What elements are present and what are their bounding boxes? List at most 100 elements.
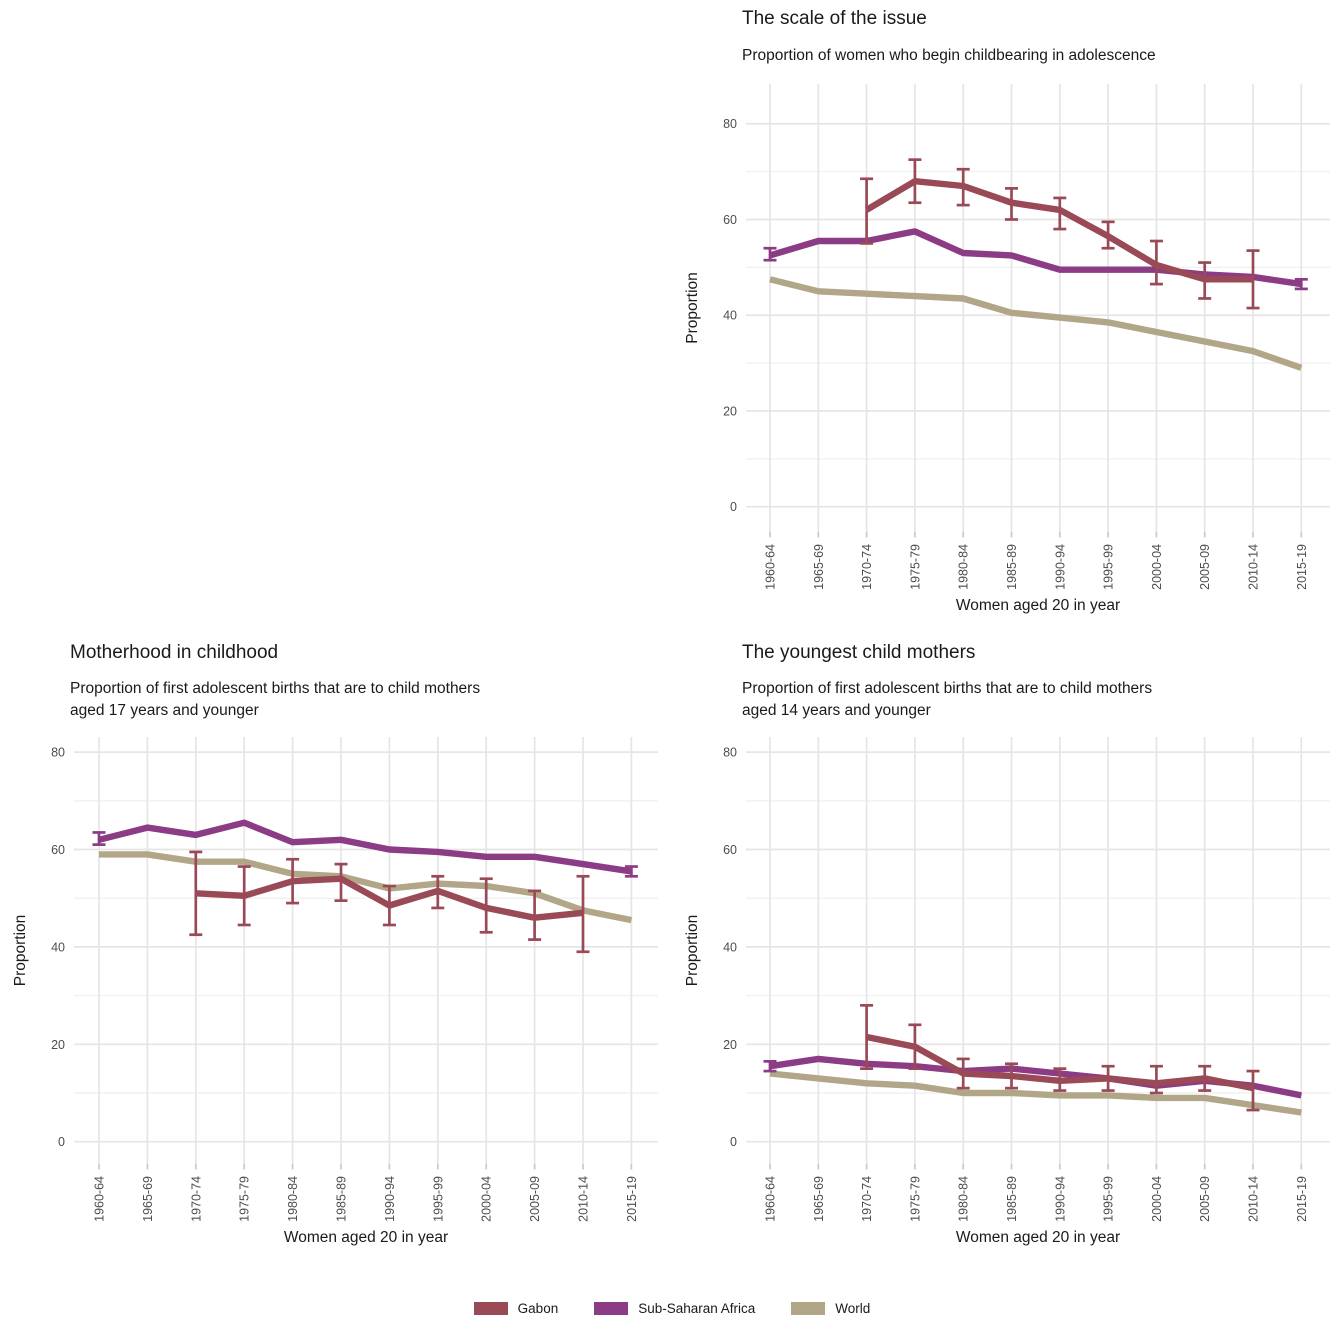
gabon-error-bar [1053, 196, 1067, 231]
chart-title: The youngest child mothers [742, 642, 976, 663]
sub-saharan-africa-error-bar [624, 865, 638, 878]
gabon-error-bar [382, 884, 396, 927]
x-axis-title: Women aged 20 in year [956, 1229, 1120, 1246]
motherhood-in-childhood-plot: 0 20 40 60 80 1960-64 1965-69 1970-74 1975-79 198… [12, 737, 658, 1246]
chart-subtitle: Proportion of women who begin childbeari… [742, 47, 1156, 64]
chart-scale-of-the-issue: The scale of the issue Proportion of wom… [680, 0, 1344, 640]
x-tick-label: 1985-89 [1005, 1176, 1019, 1222]
y-tick-label: 20 [51, 1038, 65, 1052]
gabon-error-bar [1246, 249, 1260, 310]
gabon-error-bar [860, 177, 874, 245]
x-tick-label: 1960-64 [93, 1176, 107, 1222]
gabon-error-bar [334, 862, 348, 902]
x-tick-label: 2000-04 [1150, 1176, 1164, 1222]
x-tick-label: 2015-19 [1295, 544, 1309, 590]
gabon-error-bar [189, 850, 203, 937]
gabon-error-bar [479, 877, 493, 934]
scale-of-the-issue-plot: 0 20 40 60 80 1960-64 1965-69 1970-74 1975-79 198… [684, 84, 1330, 614]
legend-item-gabon: Gabon [473, 1300, 559, 1316]
sub-saharan-africa-error-bar [763, 246, 777, 262]
sub-saharan-africa-line [769, 228, 1302, 288]
gabon-error-bar [1149, 1064, 1163, 1095]
gabon-error-bar [860, 1003, 874, 1070]
gabon-error-bar [1246, 1069, 1260, 1112]
legend-label: Sub-Saharan Africa [638, 1300, 756, 1316]
y-tick-label: 40 [51, 940, 65, 954]
world-line [99, 851, 633, 924]
chart-subtitle-line-2: aged 14 years and younger [742, 702, 931, 719]
gabon-error-bar [1053, 1067, 1067, 1092]
gabon-error-bar [286, 857, 300, 905]
x-tick-label: 1980-84 [286, 1176, 300, 1222]
legend-item-sub-saharan-africa: Sub-Saharan Africa [594, 1301, 755, 1316]
x-tick-label: 1970-74 [189, 1176, 203, 1222]
sub-saharan-africa-error-bar [763, 1059, 777, 1073]
gabon-error-bar [1005, 1062, 1018, 1090]
y-tick-label: 40 [723, 309, 737, 323]
x-axis-title: Women aged 20 in year [956, 597, 1120, 614]
gabon-error-bar [1198, 261, 1212, 300]
x-tick-label: 1975-79 [908, 544, 922, 590]
y-axis-title: Proportion [684, 272, 701, 344]
gabon-error-bar [1005, 187, 1018, 221]
x-tick-label: 1960-64 [764, 544, 778, 590]
gabon-error-bar [528, 889, 542, 941]
x-tick-label: 1975-79 [238, 1176, 252, 1222]
x-tick-label: 2010-14 [577, 1176, 591, 1222]
x-tick-label: 2000-04 [1150, 544, 1164, 590]
legend-item-world: World [791, 1301, 870, 1316]
x-tick-label: 2015-19 [1295, 1176, 1309, 1222]
x-tick-label: 1980-84 [957, 1176, 971, 1222]
x-tick-label: 1985-89 [1005, 544, 1019, 590]
y-tick-label: 40 [723, 940, 737, 954]
gabon-error-bar [908, 1023, 922, 1070]
x-tick-label: 1965-69 [141, 1176, 155, 1222]
x-tick-label: 2010-14 [1247, 544, 1261, 590]
gabon-error-bar [1101, 220, 1115, 250]
chart-title: Motherhood in childhood [70, 642, 279, 663]
legend-swatch-sub-saharan-africa [594, 1301, 629, 1315]
gabon-error-bar [431, 874, 445, 910]
sub-saharan-africa-error-bar [92, 831, 106, 846]
y-tick-label: 80 [723, 746, 737, 760]
chart-subtitle-line-1: Proportion of first adolescent births th… [70, 680, 481, 697]
sub-saharan-africa-line [98, 819, 632, 875]
sub-saharan-africa-error-bar [1294, 277, 1308, 291]
x-tick-label: 1970-74 [860, 1176, 874, 1222]
gabon-error-bar [237, 865, 251, 927]
x-tick-label: 2010-14 [1247, 1176, 1261, 1222]
gabon-error-bar [1101, 1064, 1115, 1092]
y-tick-label: 0 [730, 500, 737, 514]
legend-label: World [835, 1300, 871, 1316]
y-tick-label: 80 [723, 117, 737, 131]
gabon-error-bar [1149, 239, 1163, 286]
x-tick-label: 1980-84 [957, 544, 971, 590]
y-tick-label: 60 [723, 843, 737, 857]
gabon-error-bar [1198, 1064, 1212, 1092]
youngest-child-mothers-plot: 0 20 40 60 80 1960-64 1965-69 1970-74 1975-79 198… [684, 737, 1330, 1246]
y-axis-title: Proportion [684, 915, 701, 987]
chart-motherhood-in-childhood: Motherhood in childhood Proportion of fi… [0, 636, 680, 1284]
x-tick-label: 2000-04 [480, 1176, 494, 1222]
world-line [769, 1070, 1302, 1116]
legend-label: Gabon [517, 1300, 559, 1316]
x-tick-label: 1995-99 [1102, 1176, 1116, 1222]
x-tick-label: 2005-09 [1198, 544, 1212, 590]
y-axis-title: Proportion [12, 915, 29, 987]
x-tick-label: 1990-94 [1053, 1176, 1067, 1222]
y-tick-label: 80 [51, 746, 65, 760]
chart-title: The scale of the issue [742, 8, 927, 29]
gabon-error-bar [956, 167, 970, 207]
chart-youngest-child-mothers: The youngest child mothers Proportion of… [680, 636, 1344, 1284]
x-tick-label: 1995-99 [1102, 544, 1116, 590]
x-tick-label: 1985-89 [335, 1176, 349, 1222]
legend: Gabon Sub-Saharan Africa World [0, 1290, 1344, 1326]
x-tick-label: 2005-09 [1198, 1176, 1212, 1222]
y-tick-label: 60 [51, 843, 65, 857]
x-tick-label: 1975-79 [908, 1176, 922, 1222]
y-tick-label: 20 [723, 404, 737, 418]
y-tick-label: 0 [58, 1135, 65, 1149]
chart-subtitle-line-1: Proportion of first adolescent births th… [742, 680, 1153, 697]
gabon-error-bar [956, 1057, 970, 1090]
gabon-error-bar [576, 874, 590, 954]
